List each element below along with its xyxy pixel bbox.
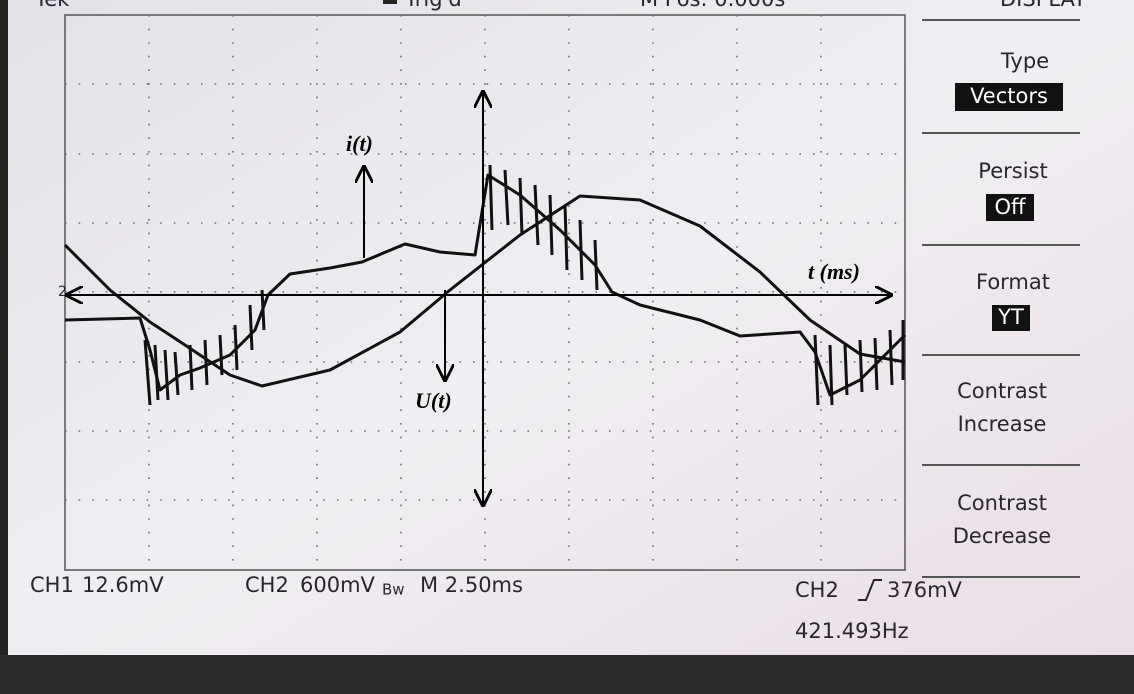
menu-label[interactable]: Decrease [953,524,1051,548]
position: M Pos: 0.000s [640,0,785,11]
menu-title: DISPLAY [1000,0,1086,11]
current-label: i(t) [346,131,373,156]
menu-label[interactable]: Contrast [957,379,1047,403]
bezel [0,655,1134,694]
graticule [64,14,906,571]
menu-value-box [955,83,1063,111]
menu-label[interactable]: Increase [958,412,1047,436]
trig-icon [383,0,397,4]
ch2-label: CH2 [245,573,289,597]
menu-value[interactable]: Off [995,195,1027,219]
display [8,0,1134,660]
ch2-marker: 2 [58,284,67,300]
trigger-status: Trig'd [404,0,462,11]
ch1-scale: 12.6mV [82,573,164,597]
menu-value-box [992,305,1030,331]
trigger-slope [858,579,882,601]
menu-value[interactable]: Vectors [970,84,1048,108]
frequency: 421.493Hz [795,619,909,643]
time-axis-label: t (ms) [808,259,860,284]
menu-value[interactable]: YT [997,305,1024,329]
bandwidth: Bw [382,581,405,599]
menu-separators [922,19,1080,578]
annotation-arrows [67,92,891,505]
brand: Tek [34,0,70,11]
ch2-scale: 600mV [300,573,376,597]
menu-label[interactable]: Persist [978,159,1047,183]
trigger-level: 376mV [887,578,963,602]
menu-value-box [986,194,1034,221]
ch1-label: CH1 [30,573,74,597]
timebase: M 2.50ms [420,573,523,597]
trigger-source: CH2 [795,578,839,602]
menu-label[interactable]: Format [976,270,1050,294]
menu-label[interactable]: Contrast [957,491,1047,515]
menu-label[interactable]: Type [1000,49,1049,73]
voltage-label: U(t) [415,388,452,413]
